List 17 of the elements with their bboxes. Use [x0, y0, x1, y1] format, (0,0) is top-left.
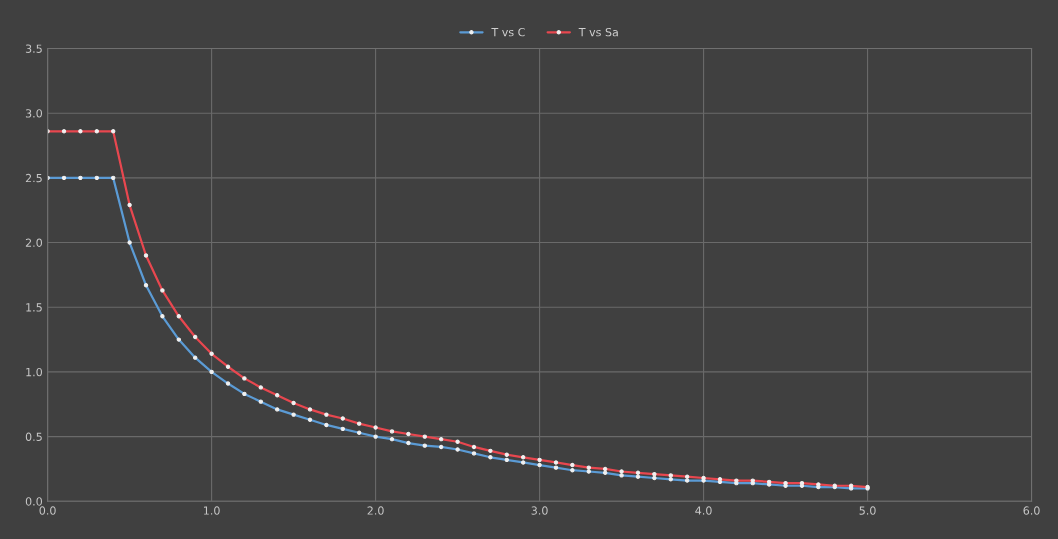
y-tick-label: 3.0 — [25, 109, 43, 118]
x-tick-label: 0.0 — [39, 506, 56, 515]
x-tick-label: 5.0 — [859, 506, 876, 515]
legend-label: T vs Sa — [578, 27, 618, 37]
y-tick-label: 1.5 — [26, 303, 42, 312]
y-tick-label: 2.5 — [25, 173, 42, 183]
y-tick-label: 0.5 — [25, 432, 42, 441]
x-tick-label: 4.0 — [695, 506, 712, 515]
x-tick-label: 3.0 — [531, 506, 548, 515]
x-tick-label: 6.0 — [1023, 506, 1040, 515]
y-tick-label: 1.0 — [26, 367, 43, 377]
y-tick-label: 3.5 — [25, 44, 42, 53]
y-tick-label: 2.0 — [25, 238, 43, 247]
x-tick-label: 2.0 — [367, 506, 384, 515]
y-tick-label: 0.0 — [25, 497, 43, 506]
legend-label: T vs C — [491, 27, 525, 37]
x-tick-label: 1.0 — [203, 506, 220, 515]
